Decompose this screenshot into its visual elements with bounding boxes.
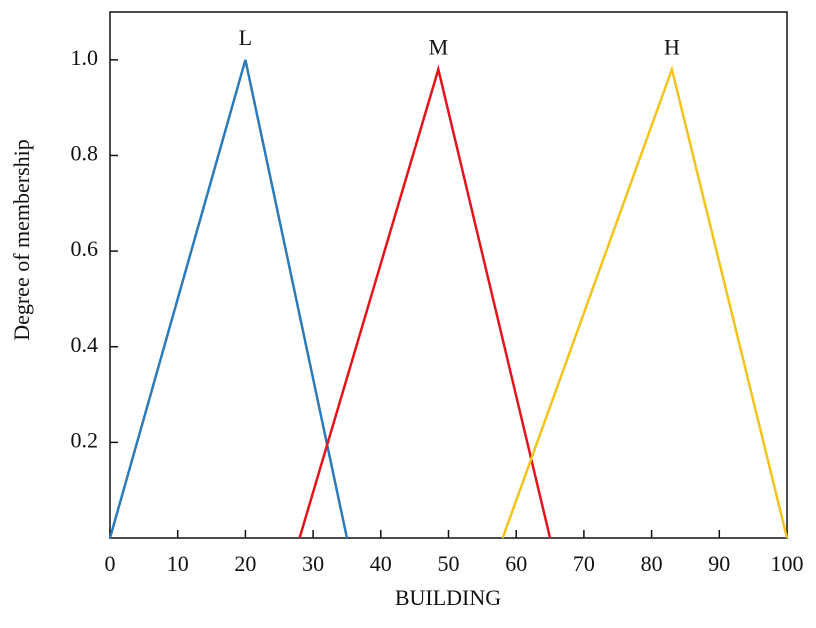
x-axis-label: BUILDING	[395, 585, 501, 610]
peak-label: L	[239, 25, 252, 50]
x-tick-label: 70	[573, 551, 595, 576]
x-tick-label: 80	[641, 551, 663, 576]
y-tick-label: 1.0	[71, 45, 99, 70]
membership-line	[300, 69, 550, 538]
y-axis-label: Degree of membership	[9, 139, 34, 341]
x-tick-label: 10	[167, 551, 189, 576]
peak-label: M	[429, 34, 449, 59]
x-tick-label: 50	[438, 551, 460, 576]
membership-line	[503, 69, 787, 538]
x-tick-label: 20	[234, 551, 256, 576]
chart: BUILDING Degree of membership 0 10 20 30 40 5…	[0, 0, 816, 628]
page: BUILDING Degree of membership 0 10 20 30 40 5…	[0, 0, 816, 628]
x-tick-label: 40	[370, 551, 392, 576]
x-tick-label: 0	[105, 551, 116, 576]
membership-line	[110, 60, 347, 538]
y-tick-label: 0.8	[71, 141, 99, 166]
x-tick-label: 60	[505, 551, 527, 576]
plot-frame	[110, 12, 787, 538]
y-tick-label: 0.4	[71, 332, 99, 357]
y-tick-label: 0.2	[71, 427, 99, 452]
x-tick-label: 90	[708, 551, 730, 576]
peak-label: H	[664, 34, 680, 59]
x-tick-label: 100	[771, 551, 804, 576]
y-tick-label: 0.6	[71, 236, 99, 261]
x-tick-label: 30	[302, 551, 324, 576]
